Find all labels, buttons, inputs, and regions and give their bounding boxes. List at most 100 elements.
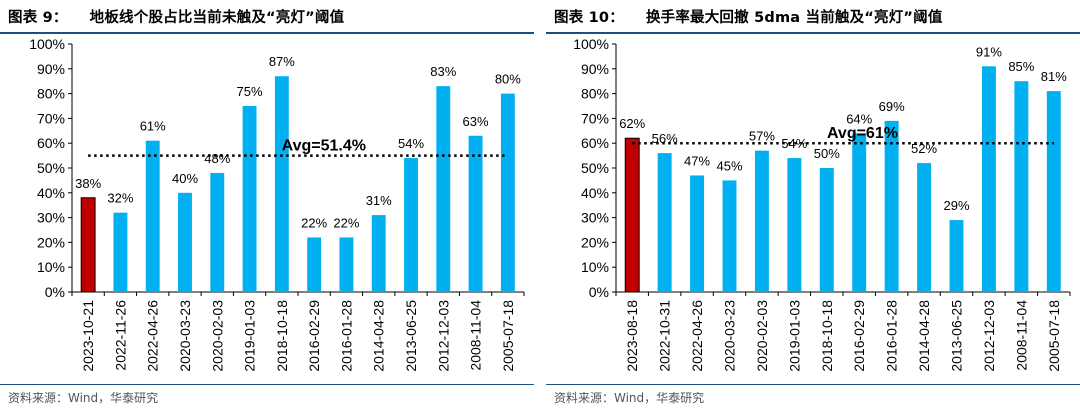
- x-tick-label: 2019-01-03: [786, 300, 802, 372]
- data-label: 57%: [749, 129, 775, 144]
- title-rule: [546, 32, 1080, 34]
- x-tick-label: 2022-04-26: [689, 300, 705, 372]
- x-tick-label: 2018-10-18: [819, 300, 835, 372]
- x-tick-label: 2023-08-18: [624, 300, 640, 372]
- x-tick-label: 2016-02-29: [851, 300, 867, 372]
- average-label: Avg=51.4%: [282, 138, 366, 155]
- data-label: 38%: [75, 176, 101, 191]
- x-tick-label: 2022-11-26: [112, 300, 128, 371]
- x-tick-label: 2013-06-25: [403, 300, 419, 372]
- x-tick-label: 2020-02-03: [754, 300, 770, 372]
- x-tick-label: 2008-11-04: [468, 300, 484, 371]
- data-label: 48%: [204, 151, 230, 166]
- data-label: 50%: [814, 146, 840, 161]
- bar: [754, 150, 769, 292]
- data-label: 64%: [846, 111, 872, 126]
- bar: [657, 153, 672, 292]
- y-tick-label: 10%: [581, 259, 609, 275]
- y-tick-label: 70%: [581, 110, 609, 126]
- title-rule: [0, 32, 534, 34]
- y-tick-label: 90%: [581, 61, 609, 77]
- bar: [242, 106, 257, 292]
- data-label: 80%: [495, 72, 521, 87]
- data-label: 85%: [1008, 59, 1034, 74]
- data-label: 87%: [269, 54, 295, 69]
- x-tick-label: 2014-04-28: [371, 300, 387, 372]
- bar: [787, 158, 802, 292]
- bar: [690, 175, 705, 292]
- data-label: 31%: [366, 193, 392, 208]
- bar: [884, 120, 899, 292]
- bar: [1014, 81, 1029, 292]
- bar: [1046, 91, 1061, 292]
- x-tick-label: 2018-10-18: [274, 300, 290, 372]
- y-tick-label: 40%: [581, 185, 609, 201]
- y-tick-label: 70%: [37, 110, 65, 126]
- chart-title-text: 地板线个股占比当前未触及“亮灯”阈值: [89, 10, 345, 26]
- source-rule: [546, 384, 1080, 385]
- bar: [468, 135, 483, 292]
- x-tick-label: 2008-11-04: [1013, 300, 1029, 371]
- bar: [404, 158, 418, 292]
- x-tick-label: 2022-04-26: [145, 300, 161, 372]
- y-tick-label: 100%: [573, 36, 609, 52]
- bar: [307, 237, 322, 292]
- chart-source: 资料来源：Wind，华泰研究: [554, 391, 705, 405]
- bar: [624, 137, 640, 293]
- data-label: 22%: [333, 215, 359, 230]
- y-tick-label: 100%: [29, 36, 65, 52]
- y-tick-label: 60%: [581, 135, 609, 151]
- bar: [145, 140, 160, 292]
- bar: [274, 76, 289, 292]
- bar: [917, 163, 932, 292]
- bar: [722, 180, 737, 292]
- data-label: 29%: [943, 198, 969, 213]
- data-label: 32%: [107, 191, 133, 206]
- bar: [113, 212, 128, 292]
- data-label: 40%: [172, 171, 198, 186]
- x-tick-label: 2020-03-23: [177, 300, 193, 372]
- y-tick-label: 80%: [581, 86, 609, 102]
- chart-title: 图表 9： 地板线个股占比当前未触及“亮灯”阈值: [8, 6, 344, 27]
- data-label: 63%: [463, 114, 489, 129]
- source-rule: [0, 384, 534, 385]
- x-tick-label: 2016-02-29: [306, 300, 322, 372]
- y-tick-label: 80%: [37, 86, 65, 102]
- y-tick-label: 30%: [581, 210, 609, 226]
- data-label: 22%: [301, 215, 327, 230]
- y-tick-label: 30%: [37, 210, 65, 226]
- bar-chart-left: 0% 10% 20% 30% 40% 50% 60% 70% 80% 90% 100% 38% 2023…: [29, 36, 525, 372]
- data-label: 61%: [140, 119, 166, 134]
- bar: [852, 133, 867, 292]
- y-tick-label: 0%: [589, 284, 609, 300]
- x-tick-label: 2005-07-18: [500, 300, 516, 372]
- bar: [819, 168, 834, 292]
- x-tick-label: 2023-10-21: [80, 300, 96, 372]
- data-label: 47%: [684, 153, 710, 168]
- x-tick-label: 2014-04-28: [916, 300, 932, 372]
- bar: [210, 172, 225, 292]
- x-tick-label: 2005-07-18: [1046, 300, 1062, 372]
- x-tick-label: 2012-12-03: [981, 300, 997, 372]
- chart-title-text: 换手率最大回撤 5dma 当前触及“亮灯”阈值: [645, 10, 943, 26]
- bar: [500, 93, 515, 292]
- data-label: 45%: [716, 158, 742, 173]
- y-tick-label: 60%: [37, 135, 65, 151]
- bar: [436, 86, 451, 292]
- data-label: 52%: [911, 141, 937, 156]
- bar: [178, 192, 192, 292]
- chart-title-number: 图表 10：: [554, 10, 624, 26]
- y-tick-label: 10%: [37, 259, 65, 275]
- data-label: 56%: [652, 131, 678, 146]
- average-label: Avg=61%: [827, 125, 898, 142]
- x-tick-label: 2019-01-03: [242, 300, 258, 372]
- bar: [339, 237, 354, 292]
- chart-panel-right: 图表 10： 换手率最大回撤 5dma 当前触及“亮灯”阈值 0% 10% 20% 30…: [546, 0, 1080, 411]
- data-label: 62%: [619, 116, 645, 131]
- data-label: 81%: [1041, 69, 1067, 84]
- bar: [949, 220, 964, 292]
- y-tick-label: 0%: [45, 284, 65, 300]
- x-tick-label: 2016-01-28: [884, 300, 900, 372]
- chart-title-number: 图表 9：: [8, 10, 68, 26]
- chart-source: 资料来源：Wind，华泰研究: [8, 391, 159, 405]
